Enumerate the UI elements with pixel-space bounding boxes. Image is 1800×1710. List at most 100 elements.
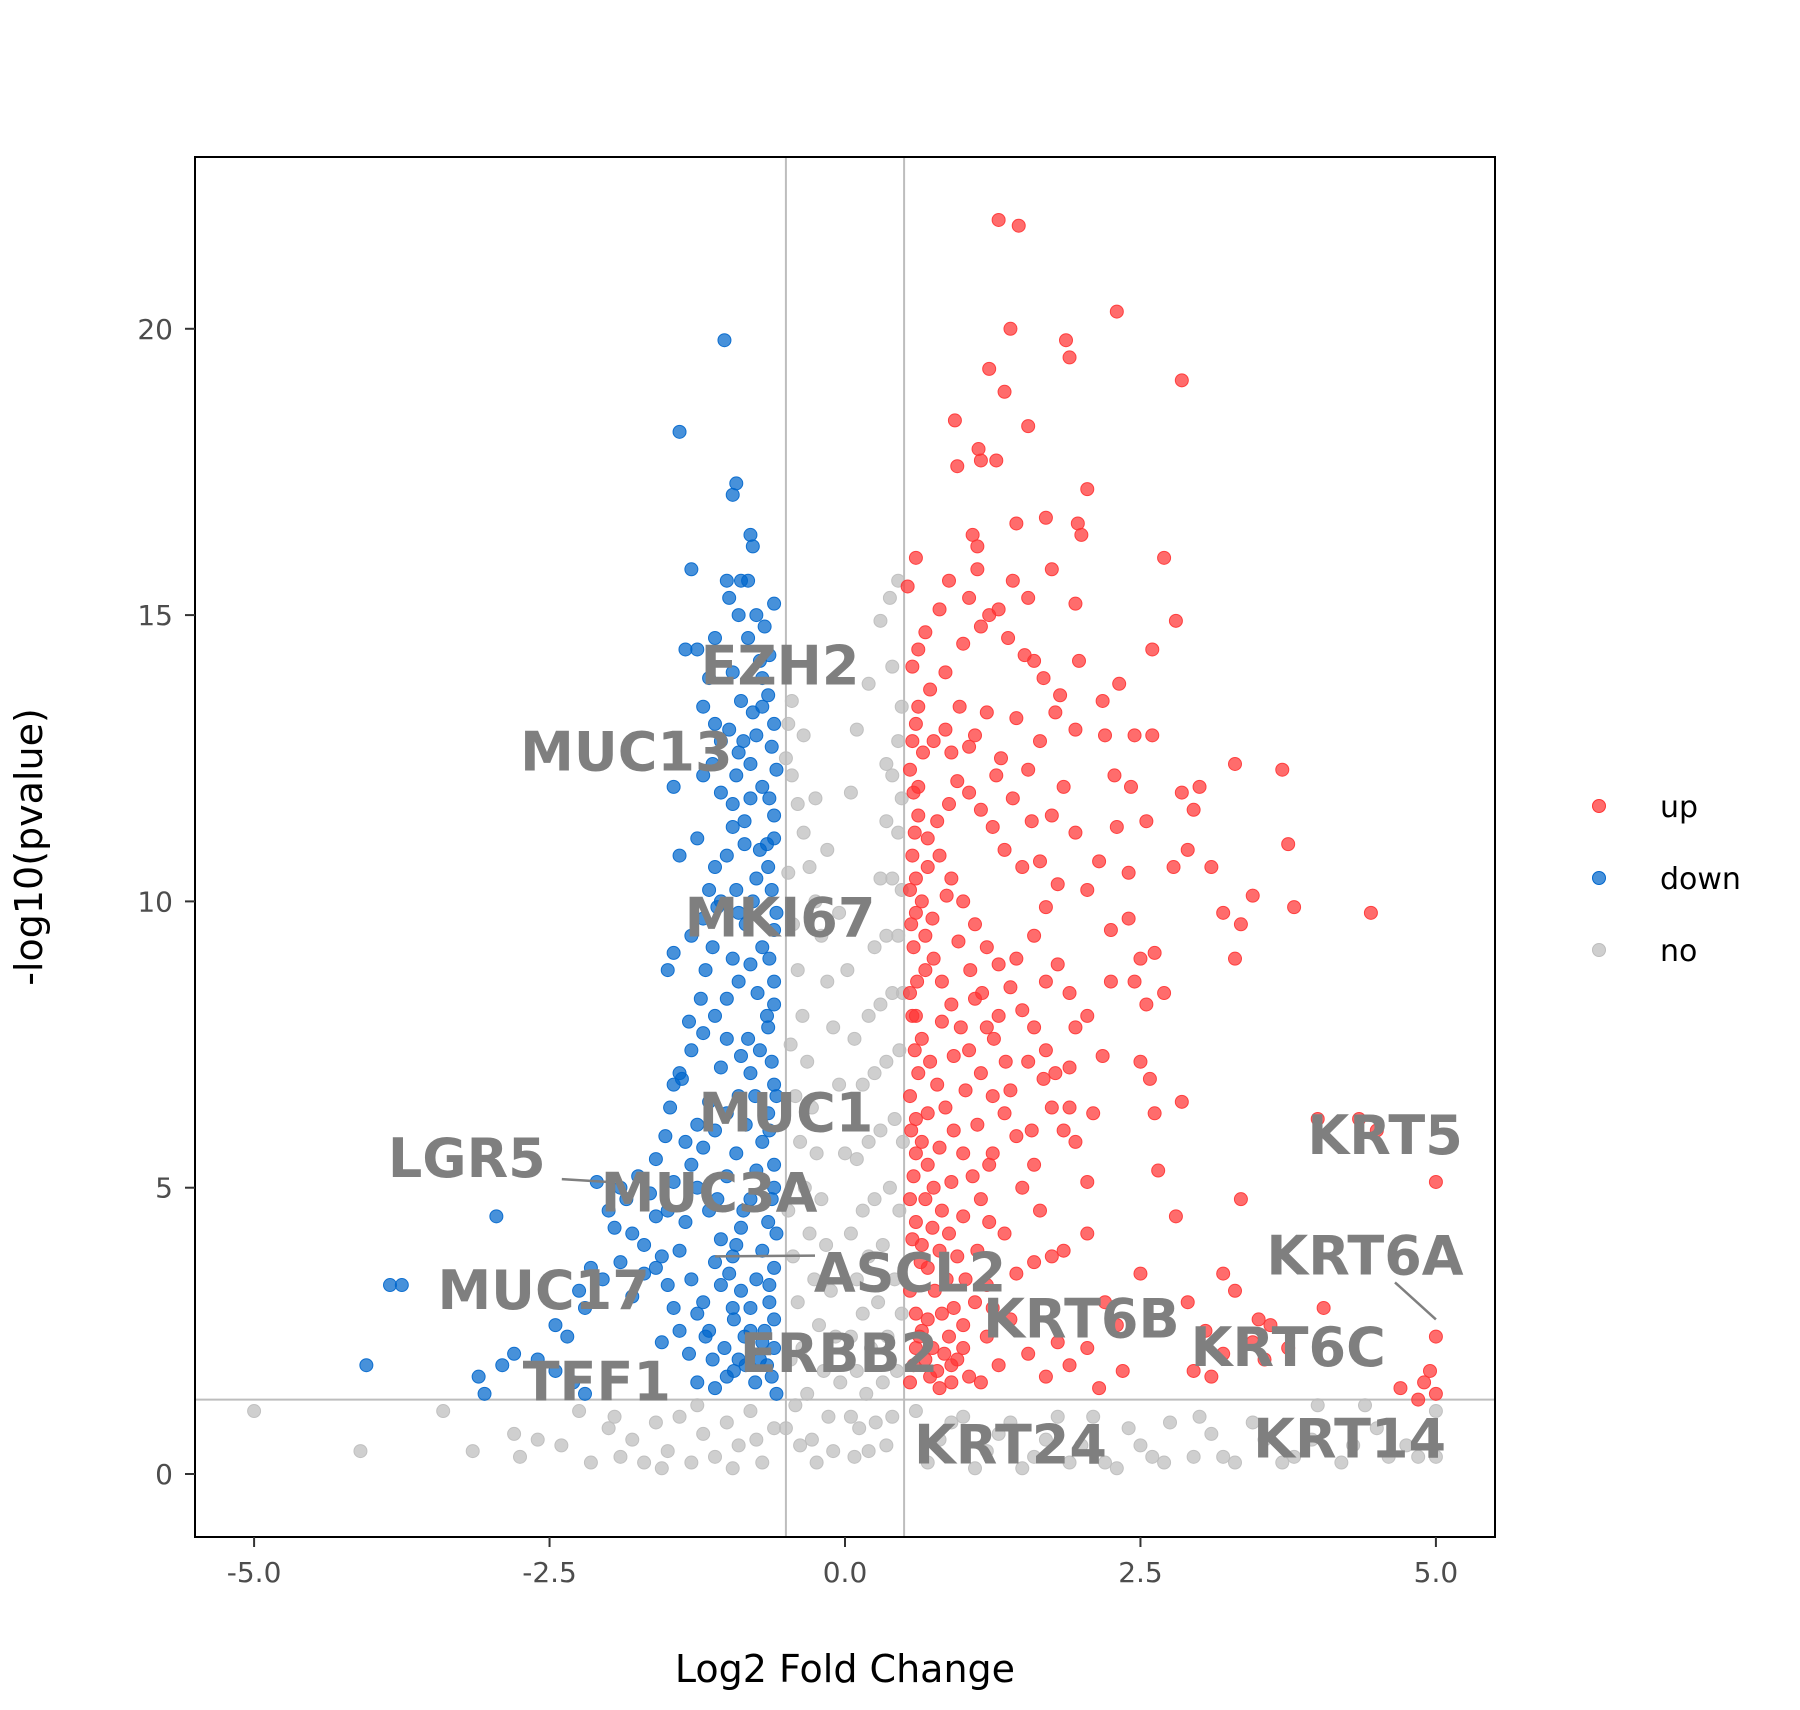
data-point-no bbox=[804, 1432, 819, 1447]
data-point-down bbox=[731, 905, 746, 920]
data-point-down bbox=[769, 1089, 784, 1104]
data-point-down bbox=[583, 1260, 598, 1275]
data-point-up bbox=[1281, 837, 1296, 852]
data-point-no bbox=[507, 1426, 522, 1441]
data-point-up bbox=[926, 951, 941, 966]
data-point-up bbox=[918, 963, 933, 978]
data-point-down bbox=[767, 1157, 782, 1172]
data-point-down bbox=[690, 1375, 705, 1390]
data-point-up bbox=[1074, 527, 1089, 542]
data-point-down bbox=[743, 756, 758, 771]
data-point-up bbox=[904, 1123, 919, 1138]
data-point-down bbox=[690, 1306, 705, 1321]
data-point-up bbox=[1103, 923, 1118, 938]
data-point-no bbox=[879, 1054, 894, 1069]
data-point-down bbox=[764, 739, 779, 754]
data-point-up bbox=[1062, 350, 1077, 365]
data-point-up bbox=[938, 1100, 953, 1115]
data-point-no bbox=[849, 1272, 864, 1287]
data-point-up bbox=[962, 1043, 977, 1058]
data-point-no bbox=[908, 1404, 923, 1419]
data-point-up bbox=[946, 1123, 961, 1138]
data-point-no bbox=[832, 1077, 847, 1092]
data-point-up bbox=[944, 1358, 959, 1373]
data-point-up bbox=[962, 739, 977, 754]
data-point-up bbox=[1009, 711, 1024, 726]
data-point-down bbox=[566, 1375, 581, 1390]
gene-label: ERBB2 bbox=[740, 1322, 938, 1385]
data-point-down bbox=[648, 1260, 663, 1275]
data-point-down bbox=[578, 1386, 592, 1401]
data-point-up bbox=[994, 751, 1008, 766]
data-point-no bbox=[1027, 1449, 1042, 1464]
data-point-up bbox=[920, 831, 935, 846]
data-point-up bbox=[1062, 986, 1077, 1001]
data-point-up bbox=[1180, 1295, 1195, 1310]
data-point-no bbox=[783, 1352, 798, 1367]
data-point-up bbox=[1245, 1335, 1260, 1350]
data-point-up bbox=[1417, 1375, 1432, 1390]
data-point-no bbox=[684, 1455, 699, 1470]
data-point-up bbox=[1428, 1329, 1443, 1344]
data-point-no bbox=[781, 865, 796, 880]
data-point-no bbox=[781, 716, 796, 731]
data-point-no bbox=[804, 1100, 819, 1115]
data-point-no bbox=[800, 1054, 815, 1069]
data-points bbox=[247, 212, 1443, 1476]
data-point-up bbox=[1080, 1174, 1095, 1189]
data-point-down bbox=[717, 333, 732, 348]
data-point-no bbox=[891, 734, 906, 749]
data-point-up bbox=[1050, 1335, 1065, 1350]
data-point-up bbox=[956, 1341, 971, 1356]
data-point-down bbox=[713, 785, 728, 800]
data-point-down bbox=[736, 734, 751, 749]
data-point-down bbox=[690, 1180, 705, 1195]
data-point-down bbox=[684, 1043, 699, 1058]
data-point-down bbox=[734, 693, 748, 708]
data-point-up bbox=[932, 602, 947, 617]
data-point-no bbox=[1334, 1455, 1349, 1470]
data-point-down bbox=[743, 1323, 758, 1338]
data-point-up bbox=[1021, 1054, 1036, 1069]
plot-background bbox=[195, 157, 1495, 1537]
data-point-up bbox=[1287, 900, 1302, 915]
data-point-up bbox=[1174, 1094, 1189, 1109]
data-point-down bbox=[767, 1312, 782, 1327]
data-point-down bbox=[734, 1283, 748, 1298]
gene-label: KRT6B bbox=[983, 1287, 1180, 1350]
data-point-no bbox=[873, 871, 888, 886]
data-point-up bbox=[1133, 951, 1148, 966]
data-point-down bbox=[619, 1192, 634, 1207]
data-point-down bbox=[764, 882, 779, 897]
data-point-down bbox=[725, 665, 740, 680]
data-point-no bbox=[812, 1318, 826, 1333]
data-point-down bbox=[637, 1266, 652, 1281]
data-point-up bbox=[1080, 482, 1095, 497]
data-point-down bbox=[696, 911, 711, 926]
data-point-up bbox=[991, 957, 1006, 972]
data-point-no bbox=[1228, 1455, 1242, 1470]
data-point-no bbox=[1399, 1438, 1414, 1453]
data-point-up bbox=[946, 1300, 961, 1315]
data-point-down bbox=[748, 1375, 763, 1390]
data-point-down bbox=[767, 596, 782, 611]
data-point-up bbox=[1281, 1341, 1296, 1356]
data-point-up bbox=[962, 785, 977, 800]
gene-label: KRT5 bbox=[1307, 1104, 1462, 1167]
data-point-no bbox=[885, 1409, 900, 1424]
data-point-no bbox=[601, 1421, 616, 1436]
data-point-no bbox=[855, 1306, 870, 1321]
data-point-no bbox=[820, 974, 835, 989]
data-point-no bbox=[828, 1329, 843, 1344]
data-point-up bbox=[970, 539, 985, 554]
data-point-down bbox=[767, 808, 782, 823]
data-point-no bbox=[979, 1444, 994, 1459]
data-point-up bbox=[1145, 642, 1160, 657]
data-point-down bbox=[708, 1381, 722, 1396]
data-point-down bbox=[762, 1123, 777, 1138]
data-point-down bbox=[394, 1278, 409, 1293]
data-point-up bbox=[956, 636, 971, 651]
data-point-up bbox=[982, 1215, 997, 1230]
data-point-up bbox=[997, 1226, 1012, 1241]
gene-label: MUC1 bbox=[699, 1081, 874, 1144]
